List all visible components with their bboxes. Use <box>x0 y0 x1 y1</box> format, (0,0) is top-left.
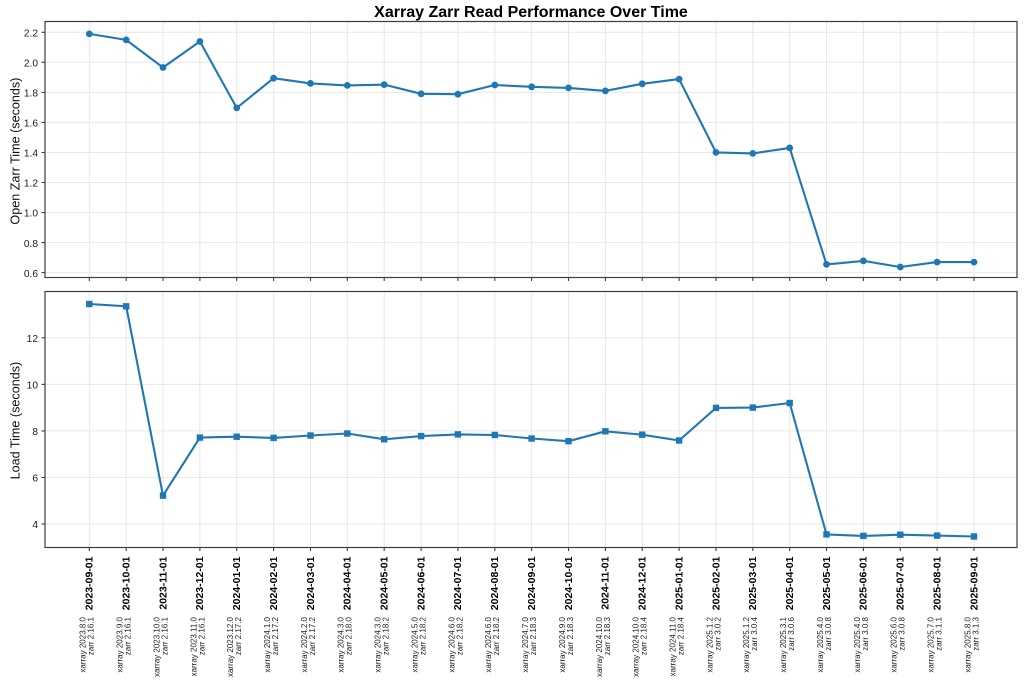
svg-text:2024-08-01: 2024-08-01 <box>489 556 501 610</box>
svg-text:xarray 2023.10.0: xarray 2023.10.0 <box>152 616 161 677</box>
svg-text:zarr 2.17.2: zarr 2.17.2 <box>308 616 317 655</box>
svg-text:zarr 3.1.3: zarr 3.1.3 <box>971 616 980 650</box>
svg-text:xarray 2024.3.0: xarray 2024.3.0 <box>337 616 346 672</box>
svg-text:Open Zarr Time (seconds): Open Zarr Time (seconds) <box>9 78 23 225</box>
svg-text:zarr 2.18.2: zarr 2.18.2 <box>419 616 428 655</box>
svg-text:zarr 2.18.2: zarr 2.18.2 <box>492 616 501 655</box>
svg-text:xarray 2025.4.0: xarray 2025.4.0 <box>853 616 862 672</box>
svg-text:xarray 2024.1.0: xarray 2024.1.0 <box>263 616 272 672</box>
svg-text:xarray 2025.8.0: xarray 2025.8.0 <box>963 616 972 672</box>
svg-text:zarr 2.18.4: zarr 2.18.4 <box>640 616 649 655</box>
svg-text:xarray 2024.9.0: xarray 2024.9.0 <box>558 616 567 672</box>
svg-text:zarr 3.0.6: zarr 3.0.6 <box>787 616 796 650</box>
svg-text:zarr 2.18.3: zarr 2.18.3 <box>529 616 538 655</box>
svg-text:2024-11-01: 2024-11-01 <box>600 556 612 609</box>
svg-text:2025-06-01: 2025-06-01 <box>858 556 870 610</box>
svg-text:xarray 2023.8.0: xarray 2023.8.0 <box>79 616 88 672</box>
svg-text:xarray 2024.10.0: xarray 2024.10.0 <box>632 616 641 677</box>
svg-text:zarr 2.17.2: zarr 2.17.2 <box>234 616 243 655</box>
svg-text:zarr 3.0.2: zarr 3.0.2 <box>713 616 722 650</box>
svg-text:1.6: 1.6 <box>24 119 38 130</box>
svg-text:2024-05-01: 2024-05-01 <box>379 556 391 610</box>
svg-text:Xarray Zarr Read Performance O: Xarray Zarr Read Performance Over Time <box>374 4 688 21</box>
svg-text:xarray 2024.10.0: xarray 2024.10.0 <box>595 616 604 677</box>
svg-text:zarr 2.17.2: zarr 2.17.2 <box>271 616 280 655</box>
svg-text:2024-01-01: 2024-01-01 <box>231 556 243 610</box>
svg-text:2025-07-01: 2025-07-01 <box>895 556 907 610</box>
svg-text:xarray 2023.9.0: xarray 2023.9.0 <box>116 616 125 672</box>
svg-text:zarr 3.0.8: zarr 3.0.8 <box>898 616 907 650</box>
svg-text:xarray 2024.3.0: xarray 2024.3.0 <box>374 616 383 672</box>
svg-text:xarray 2025.6.0: xarray 2025.6.0 <box>890 616 899 672</box>
svg-text:2025-01-01: 2025-01-01 <box>673 556 685 610</box>
svg-text:zarr 2.16.1: zarr 2.16.1 <box>124 616 133 655</box>
svg-text:2.0: 2.0 <box>24 59 38 70</box>
svg-text:0.8: 0.8 <box>24 239 38 250</box>
svg-text:xarray 2024.11.0: xarray 2024.11.0 <box>669 616 678 676</box>
svg-text:xarray 2025.1.2: xarray 2025.1.2 <box>742 616 751 672</box>
svg-text:2025-09-01: 2025-09-01 <box>968 556 980 610</box>
svg-text:8: 8 <box>32 427 38 438</box>
svg-text:1.2: 1.2 <box>24 179 38 190</box>
svg-text:xarray 2025.4.0: xarray 2025.4.0 <box>816 616 825 672</box>
svg-text:zarr 2.18.0: zarr 2.18.0 <box>345 616 354 655</box>
svg-text:xarray 2023.12.0: xarray 2023.12.0 <box>226 616 235 677</box>
svg-text:zarr 2.16.1: zarr 2.16.1 <box>197 616 206 655</box>
svg-text:zarr 3.0.8: zarr 3.0.8 <box>824 616 833 650</box>
svg-text:2024-10-01: 2024-10-01 <box>563 556 575 610</box>
svg-text:2024-06-01: 2024-06-01 <box>415 556 427 610</box>
svg-text:2023-10-01: 2023-10-01 <box>121 556 133 610</box>
svg-text:xarray 2024.6.0: xarray 2024.6.0 <box>447 616 456 672</box>
svg-text:xarray 2024.6.0: xarray 2024.6.0 <box>484 616 493 672</box>
svg-text:xarray 2024.5.0: xarray 2024.5.0 <box>411 616 420 672</box>
svg-text:zarr 2.18.3: zarr 2.18.3 <box>603 616 612 655</box>
svg-text:2.2: 2.2 <box>24 29 38 40</box>
svg-text:zarr 2.18.4: zarr 2.18.4 <box>677 616 686 655</box>
svg-text:zarr 2.18.3: zarr 2.18.3 <box>566 616 575 655</box>
svg-text:xarray 2024.7.0: xarray 2024.7.0 <box>521 616 530 672</box>
svg-text:2025-04-01: 2025-04-01 <box>784 556 796 610</box>
svg-text:xarray 2025.7.0: xarray 2025.7.0 <box>927 616 936 672</box>
svg-text:zarr 2.16.1: zarr 2.16.1 <box>87 616 96 655</box>
svg-text:0.6: 0.6 <box>24 269 38 280</box>
svg-text:zarr 3.1.1: zarr 3.1.1 <box>935 616 944 650</box>
svg-text:zarr 2.18.2: zarr 2.18.2 <box>455 616 464 655</box>
svg-text:zarr 3.0.8: zarr 3.0.8 <box>861 616 870 650</box>
svg-text:Load Time (seconds): Load Time (seconds) <box>9 362 23 480</box>
svg-text:1.0: 1.0 <box>24 209 38 220</box>
svg-text:2025-02-01: 2025-02-01 <box>710 556 722 610</box>
svg-text:2024-04-01: 2024-04-01 <box>342 556 354 610</box>
svg-text:xarray 2023.11.0: xarray 2023.11.0 <box>189 616 198 676</box>
svg-text:10: 10 <box>27 381 39 392</box>
svg-text:2023-09-01: 2023-09-01 <box>84 556 96 610</box>
svg-text:2025-05-01: 2025-05-01 <box>821 556 833 610</box>
svg-text:2024-02-01: 2024-02-01 <box>268 556 280 610</box>
svg-text:12: 12 <box>27 334 39 345</box>
svg-text:xarray 2025.3.1: xarray 2025.3.1 <box>779 616 788 672</box>
svg-text:2024-12-01: 2024-12-01 <box>637 556 649 610</box>
svg-text:2024-07-01: 2024-07-01 <box>452 556 464 610</box>
svg-text:zarr 3.0.4: zarr 3.0.4 <box>750 616 759 650</box>
svg-text:2025-03-01: 2025-03-01 <box>747 556 759 610</box>
svg-text:zarr 2.18.2: zarr 2.18.2 <box>382 616 391 655</box>
svg-text:xarray 2025.1.2: xarray 2025.1.2 <box>705 616 714 672</box>
svg-text:2023-12-01: 2023-12-01 <box>194 556 206 610</box>
svg-text:4: 4 <box>32 520 38 531</box>
svg-text:2023-11-01: 2023-11-01 <box>157 556 169 609</box>
svg-text:zarr 2.16.1: zarr 2.16.1 <box>160 616 169 655</box>
svg-text:6: 6 <box>32 474 38 485</box>
svg-text:1.4: 1.4 <box>24 149 38 160</box>
svg-text:xarray 2024.2.0: xarray 2024.2.0 <box>300 616 309 672</box>
svg-text:2024-09-01: 2024-09-01 <box>526 556 538 610</box>
svg-text:2025-08-01: 2025-08-01 <box>931 556 943 610</box>
svg-text:1.8: 1.8 <box>24 89 38 100</box>
svg-text:2024-03-01: 2024-03-01 <box>305 556 317 610</box>
